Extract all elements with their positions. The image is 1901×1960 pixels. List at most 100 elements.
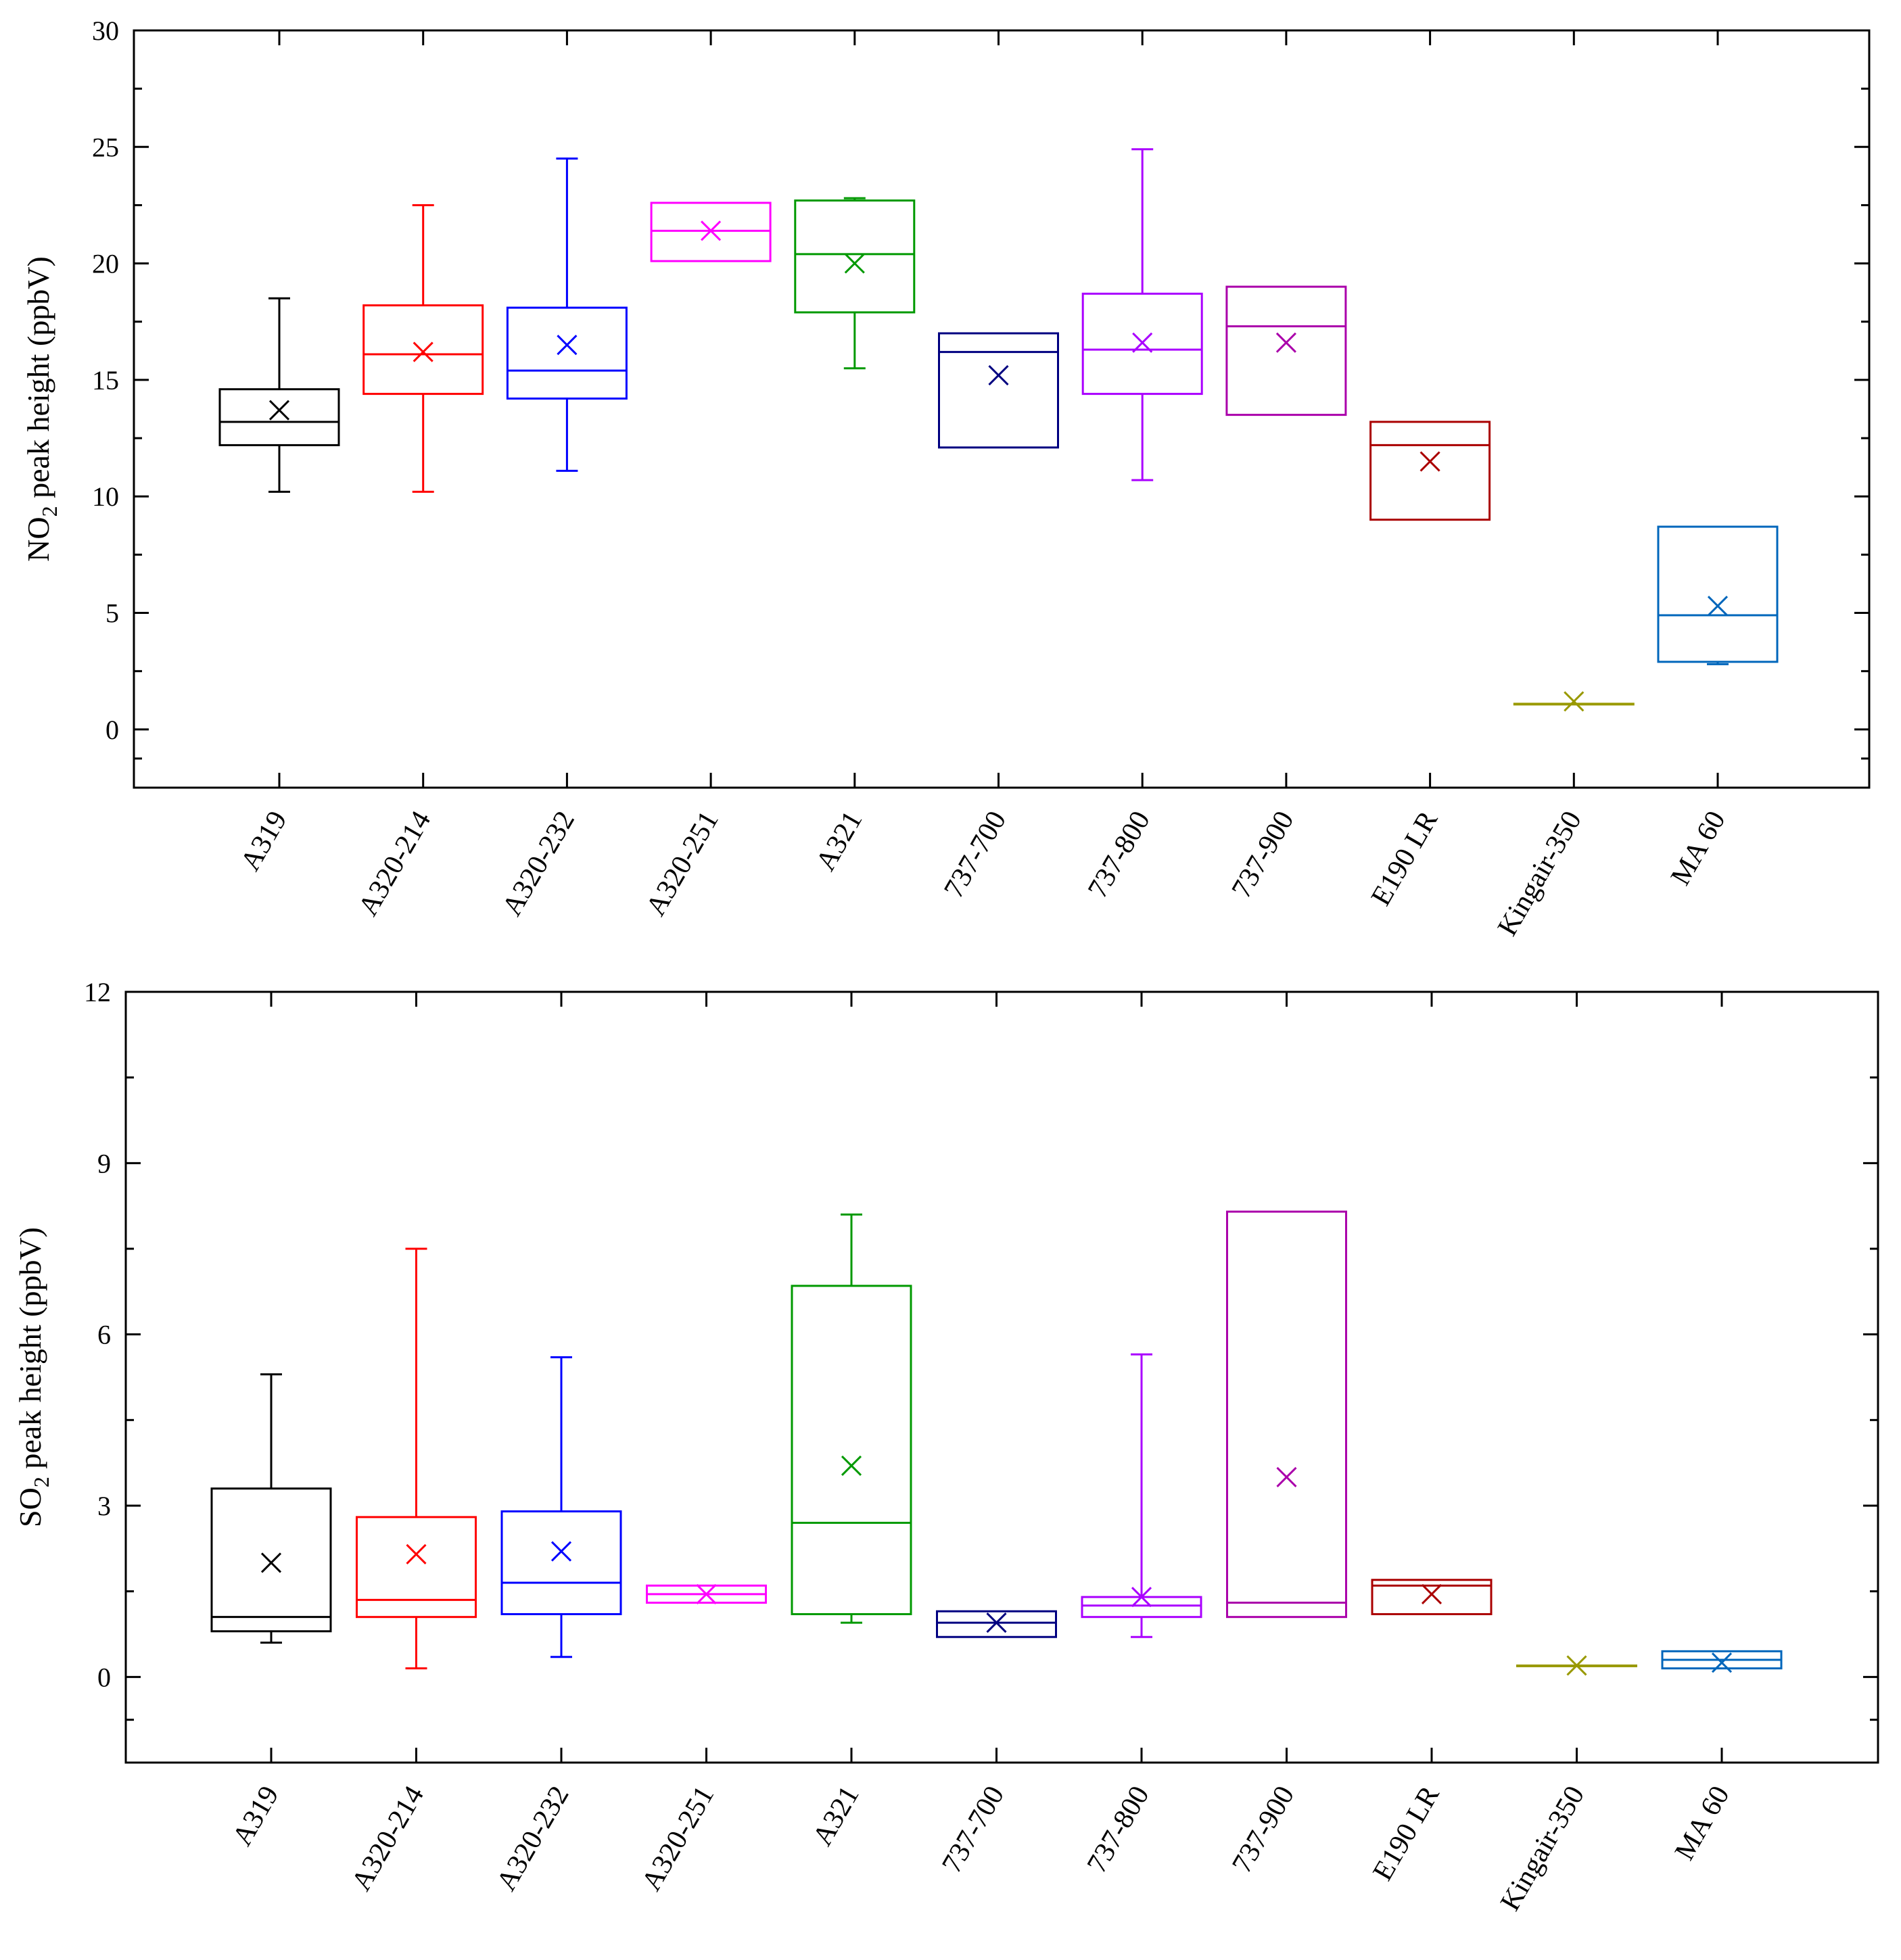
so2-mean-marker	[841, 1455, 862, 1476]
no2-box-6: 737-700	[938, 30, 1059, 903]
so2-box-iqr	[1081, 1596, 1202, 1619]
no2-ytick-label: 15	[92, 365, 119, 396]
no2-box-iqr	[1081, 292, 1203, 396]
so2-y-axis-label: SO2 peak height (ppbV)	[13, 1227, 53, 1527]
so2-category-label: A320-251	[636, 1781, 720, 1896]
so2-category-label: A320-214	[346, 1781, 430, 1896]
so2-mean-marker	[1566, 1655, 1587, 1676]
so2-box-1: A319	[210, 992, 332, 1851]
no2-plot-frame	[133, 29, 1871, 789]
no2-ytick-label: 25	[92, 132, 119, 162]
no2-category-label: A319	[235, 806, 294, 876]
so2-category-label: A320-232	[491, 1781, 576, 1896]
no2-y-axis-label: NO2 peak height (ppbV)	[21, 256, 62, 562]
so2-category-label: A319	[227, 1781, 285, 1851]
no2-box-iqr	[506, 306, 628, 400]
no2-y-axis-label-rest: peak height (ppbV)	[21, 256, 55, 506]
no2-category-label: A321	[810, 806, 869, 876]
no2-mean-marker	[1564, 691, 1585, 712]
so2-ytick-label: 12	[84, 977, 111, 1007]
so2-ytick-label: 6	[97, 1320, 111, 1350]
no2-mean-marker	[1707, 596, 1729, 617]
so2-mean-marker	[1131, 1587, 1152, 1608]
no2-box-iqr	[650, 201, 772, 262]
so2-mean-marker	[696, 1583, 717, 1604]
so2-box-iqr	[1371, 1579, 1493, 1615]
no2-mean-marker	[268, 400, 290, 421]
so2-box-iqr	[500, 1510, 622, 1615]
so2-box-iqr	[791, 1285, 912, 1615]
no2-category-label: A320-214	[352, 806, 437, 922]
so2-category-label: A321	[807, 1781, 866, 1851]
no2-category-label: Kingair-350	[1492, 806, 1588, 941]
no2-category-label: MA 60	[1665, 806, 1732, 890]
so2-mean-marker	[986, 1612, 1007, 1633]
no2-mean-marker	[701, 220, 722, 241]
no2-box-iqr	[362, 304, 484, 396]
so2-mean-marker	[1276, 1466, 1297, 1487]
no2-mean-marker	[1419, 451, 1440, 472]
so2-ytick-label: 3	[97, 1491, 111, 1521]
no2-box-1: A319	[218, 30, 340, 876]
no2-category-label: 737-900	[1226, 806, 1300, 903]
so2-category-label: 737-800	[1081, 1781, 1156, 1878]
no2-category-label: A320-232	[496, 806, 581, 922]
so2-box-iqr	[210, 1487, 332, 1633]
no2-box-iqr	[1657, 525, 1779, 663]
so2-mean-marker	[1421, 1583, 1442, 1604]
no2-box-10: Kingair-350	[1492, 30, 1635, 941]
no2-category-label: A320-251	[640, 806, 725, 922]
so2-box-iqr	[1226, 1210, 1347, 1619]
so2-box-2: A320-214	[346, 992, 477, 1896]
so2-ytick-label: 0	[97, 1662, 111, 1692]
no2-box-iqr	[1369, 421, 1491, 521]
so2-box-7: 737-800	[1081, 992, 1202, 1878]
so2-category-label: E190 LR	[1367, 1781, 1445, 1886]
no2-box-11: MA 60	[1657, 30, 1779, 890]
so2-box-5: A321	[791, 992, 912, 1851]
no2-box-iqr	[794, 199, 916, 314]
so2-plot-frame	[124, 990, 1879, 1764]
so2-category-label: 737-700	[936, 1781, 1010, 1878]
so2-y-axis-label-rest: peak height (ppbV)	[13, 1227, 47, 1477]
so2-ytick-label: 9	[97, 1148, 111, 1178]
no2-box-iqr	[1225, 285, 1347, 416]
no2-box-iqr	[938, 332, 1059, 449]
so2-mean-marker	[1711, 1652, 1733, 1673]
so2-mean-marker	[550, 1541, 572, 1562]
no2-category-label: 737-700	[938, 806, 1012, 903]
no2-ytick-label: 30	[92, 16, 119, 46]
no2-y-axis-label-main: NO	[21, 517, 55, 561]
so2-category-label: Kingair-350	[1495, 1781, 1591, 1916]
no2-box-7: 737-800	[1081, 30, 1203, 903]
so2-category-label: MA 60	[1669, 1781, 1736, 1865]
so2-category-label: 737-900	[1226, 1781, 1300, 1878]
no2-ytick-label: 5	[105, 598, 119, 629]
no2-box-iqr	[218, 388, 340, 446]
so2-box-9: E190 LR	[1367, 992, 1493, 1886]
so2-y-axis-label-main: SO	[13, 1487, 47, 1527]
so2-y-axis-label-sub: 2	[29, 1477, 53, 1487]
no2-mean-marker	[988, 364, 1009, 386]
so2-box-10: Kingair-350	[1495, 992, 1637, 1916]
so2-mean-marker	[406, 1544, 427, 1564]
no2-category-label: E190 LR	[1365, 806, 1444, 911]
no2-mean-marker	[1132, 332, 1153, 353]
no2-mean-marker	[413, 341, 433, 362]
so2-box-6: 737-700	[936, 992, 1057, 1878]
no2-box-5: A321	[794, 30, 916, 876]
no2-box-8: 737-900	[1225, 30, 1347, 903]
so2-box-3: A320-232	[491, 992, 622, 1896]
no2-y-axis-label-sub: 2	[37, 506, 62, 517]
so2-mean-marker	[260, 1552, 282, 1573]
no2-category-label: 737-800	[1082, 806, 1156, 903]
no2-ytick-label: 0	[105, 715, 119, 745]
so2-box-iqr	[356, 1516, 477, 1619]
no2-panel: 0 5 10 15 20 25 30 NO2 peak height (ppbV) A319 A3…	[21, 16, 1871, 941]
no2-ytick-label: 20	[92, 249, 119, 279]
no2-mean-marker	[1275, 332, 1296, 353]
so2-box-4: A320-251	[636, 992, 767, 1896]
no2-box-9: E190 LR	[1365, 30, 1491, 911]
so2-box-11: MA 60	[1661, 992, 1783, 1865]
